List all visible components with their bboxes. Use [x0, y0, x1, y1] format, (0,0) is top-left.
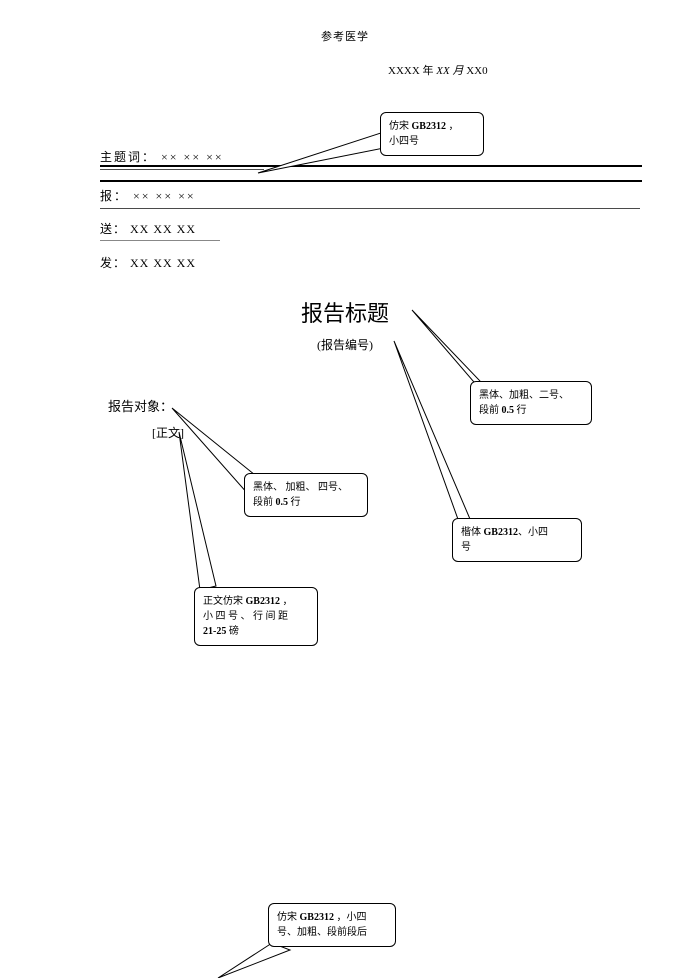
- bao-label: 报：: [100, 189, 128, 203]
- callout-text: 段前: [479, 405, 502, 416]
- callout-bold: 0.5: [502, 405, 515, 416]
- fa-value: XX XX XX: [130, 256, 196, 270]
- date-month-label: 月: [452, 65, 463, 77]
- callout-text: 磅: [226, 626, 239, 637]
- callout-kaiti: 楷体 GB2312、小四 号: [452, 518, 582, 562]
- report-title: 报告标题: [0, 296, 690, 328]
- callout-bold: GB2312: [412, 121, 446, 132]
- callout-text: 号: [461, 542, 471, 553]
- callout-heiti-target: 黑体、 加粗、 四号、 段前 0.5 行: [244, 473, 368, 517]
- date-line: XXXX 年 XX 月 XX0: [388, 62, 488, 78]
- callout-text: ，: [446, 121, 459, 132]
- callout-text: 楷体: [461, 527, 484, 538]
- callout-body-text: 正文仿宋 GB2312 ， 小 四 号 、 行 间 距 21-25 磅: [194, 587, 318, 646]
- callout-text: 段前: [253, 497, 276, 508]
- bao-value: ×× ×× ××: [133, 189, 196, 203]
- date-year: XXXX 年: [388, 65, 434, 77]
- callout-bold: GB2312: [300, 912, 334, 923]
- callout-text: 正文仿宋: [203, 596, 246, 607]
- callout-text: 行: [288, 497, 301, 508]
- date-month: XX: [436, 65, 449, 77]
- callout-bold: GB2312: [484, 527, 518, 538]
- callout-text: 黑体、 加粗、 四号、: [253, 482, 348, 493]
- date-day: XX0: [466, 65, 487, 77]
- callout-text: 小 四 号 、 行 间 距: [203, 611, 288, 622]
- callout-bold: 21-25: [203, 626, 226, 637]
- keyword-value: ×× ×× ××: [161, 150, 224, 164]
- callout-footer-style: 仿宋 GB2312 ，小四 号、加粗、段前段后: [268, 903, 396, 947]
- callout-bold: 0.5: [276, 497, 289, 508]
- page-header: 参考医学: [0, 28, 690, 44]
- callout-text: 小四号: [389, 136, 419, 147]
- report-body: [正文]: [152, 424, 184, 441]
- fa-label: 发：: [100, 256, 126, 270]
- song-label: 送：: [100, 222, 126, 236]
- callout-text: 仿宋: [277, 912, 300, 923]
- callout-text: 号、加粗、段前段后: [277, 927, 367, 938]
- callout-text: 仿宋: [389, 121, 412, 132]
- bao-row: 报： ×× ×× ××: [100, 187, 640, 209]
- report-target: 报告对象：: [108, 396, 173, 415]
- fa-row: 发： XX XX XX: [100, 254, 196, 271]
- keyword-label: 主题词：: [100, 150, 156, 164]
- divider-line: [100, 180, 642, 182]
- callout-text: 、小四: [518, 527, 548, 538]
- callout-text: 行: [514, 405, 527, 416]
- report-number: (报告编号): [0, 336, 690, 353]
- callout-heiti-title: 黑体、加粗、二号、 段前 0.5 行: [470, 381, 592, 425]
- divider-line: [100, 165, 642, 167]
- song-row: 送： XX XX XX: [100, 220, 220, 241]
- callout-text: ，小四: [334, 912, 367, 923]
- callout-text: ，: [280, 596, 293, 607]
- callout-text: 黑体、加粗、二号、: [479, 390, 569, 401]
- callout-fangsong: 仿宋 GB2312 ， 小四号: [380, 112, 484, 156]
- song-value: XX XX XX: [130, 222, 196, 236]
- callout-bold: GB2312: [246, 596, 280, 607]
